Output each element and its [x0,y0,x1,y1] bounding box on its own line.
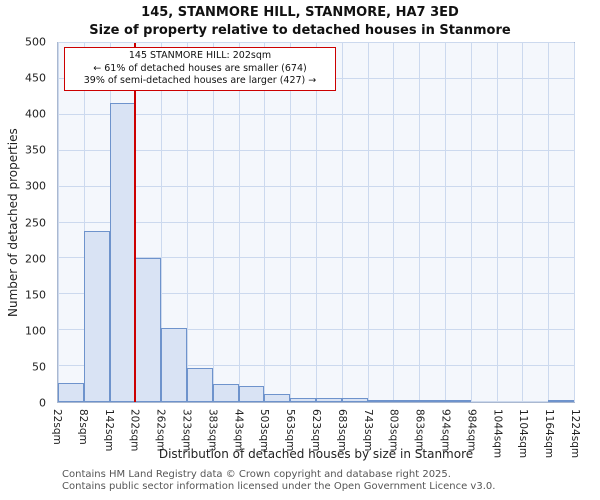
gridline-horizontal [58,42,574,43]
chart-subtitle: Size of property relative to detached ho… [89,23,511,38]
y-axis-ticks: 0 50 100 150 200 250 300 350 400 450 500 [0,36,52,410]
histogram-bar [548,400,574,402]
gridline-horizontal [58,221,574,223]
gridline-horizontal [58,365,574,367]
plot-area [57,42,575,403]
x-tick-label: 1044sqm [491,409,504,459]
histogram-bar [264,394,291,402]
histogram-bar [238,385,265,402]
x-tick-label: 443sqm [232,409,245,452]
x-tick-label: 323sqm [180,409,193,452]
histogram-bar [187,367,213,402]
x-tick-label: 82sqm [76,409,89,445]
gridline-vertical [290,43,292,402]
histogram-bar [393,400,420,402]
x-axis-title: Distribution of detached houses by size … [158,447,474,461]
histogram-bar [290,398,316,402]
gridline-vertical [341,43,343,402]
gridline-vertical [496,43,498,402]
marker-annotation: 145 STANMORE HILL: 202sqm ← 61% of detac… [64,47,336,91]
gridline-vertical [419,43,421,402]
annotation-line-1: 145 STANMORE HILL: 202sqm [128,50,272,61]
gridline-vertical [522,43,524,402]
gridline-vertical [316,43,317,402]
y-tick-label: 50 [32,360,46,374]
x-tick-label: 683sqm [335,409,348,452]
y-tick-label: 0 [39,396,46,410]
y-tick-label: 300 [25,179,46,193]
annotation-line-2: ← 61% of detached houses are smaller (67… [93,62,307,74]
histogram-bar [445,400,471,402]
x-tick-label: 262sqm [154,409,167,452]
gridline-vertical [187,43,188,402]
x-tick-label: 863sqm [413,409,426,452]
gridline-horizontal [58,257,574,259]
x-tick-label: 142sqm [102,409,115,452]
x-tick-label: 1164sqm [543,409,556,459]
histogram-bar [58,382,84,402]
gridline-vertical [445,43,446,402]
x-tick-label: 503sqm [258,409,271,452]
x-tick-label: 743sqm [361,409,374,452]
histogram-bar [341,398,368,402]
subject-property-marker [134,43,137,402]
gridline-horizontal [58,149,574,151]
x-tick-label: 984sqm [465,409,478,452]
x-tick-label: 1224sqm [569,409,581,459]
y-tick-label: 400 [25,107,46,121]
histogram-bar [135,257,162,402]
histogram-bar [419,400,445,402]
histogram-bar [316,398,342,402]
gridline-vertical [470,43,472,402]
gridline-horizontal [58,329,574,331]
gridline-vertical [161,43,163,402]
gridline-vertical [367,43,369,402]
histogram-bar [212,384,239,402]
histogram-bar [367,399,394,402]
y-tick-label: 350 [25,143,46,157]
y-tick-label: 150 [25,288,46,302]
gridline-vertical [264,43,266,402]
x-tick-label: 623sqm [310,409,322,452]
gridline-vertical [574,43,575,402]
y-tick-label: 250 [25,216,46,229]
x-tick-label: 563sqm [284,409,297,452]
gridline-vertical [393,43,395,402]
x-tick-label: 22sqm [51,409,63,445]
x-tick-label: 202sqm [128,409,141,452]
x-tick-label: 803sqm [387,409,400,452]
gridline-vertical [83,43,85,402]
x-tick-label: 383sqm [206,409,219,452]
y-tick-label: 500 [25,35,46,49]
histogram-bar [161,328,187,402]
y-tick-label: 450 [25,71,46,85]
x-tick-label: 1104sqm [517,409,530,459]
footer-attribution-hmlr: Contains HM Land Registry data © Crown c… [62,469,451,480]
histogram-bar [83,231,110,402]
gridline-vertical [212,43,214,402]
chart-title: 145, STANMORE HILL, STANMORE, HA7 3ED [141,5,459,20]
gridline-horizontal [58,185,574,187]
footer-attribution-ogl: Contains public sector information licen… [62,481,496,492]
histogram-bar [109,102,136,402]
y-tick-label: 100 [25,324,46,338]
gridline-vertical [238,43,240,402]
y-tick-label: 200 [25,252,46,266]
x-axis-ticks: 22sqm 82sqm 142sqm 202sqm 262sqm 323sqm 383sqm… [51,407,581,465]
gridline-horizontal [58,113,574,115]
gridline-vertical [58,43,59,402]
gridline-vertical [548,43,550,402]
x-tick-label: 924sqm [439,409,452,452]
gridline-horizontal [58,293,574,295]
annotation-line-3: 39% of semi-detached houses are larger (… [83,75,317,87]
